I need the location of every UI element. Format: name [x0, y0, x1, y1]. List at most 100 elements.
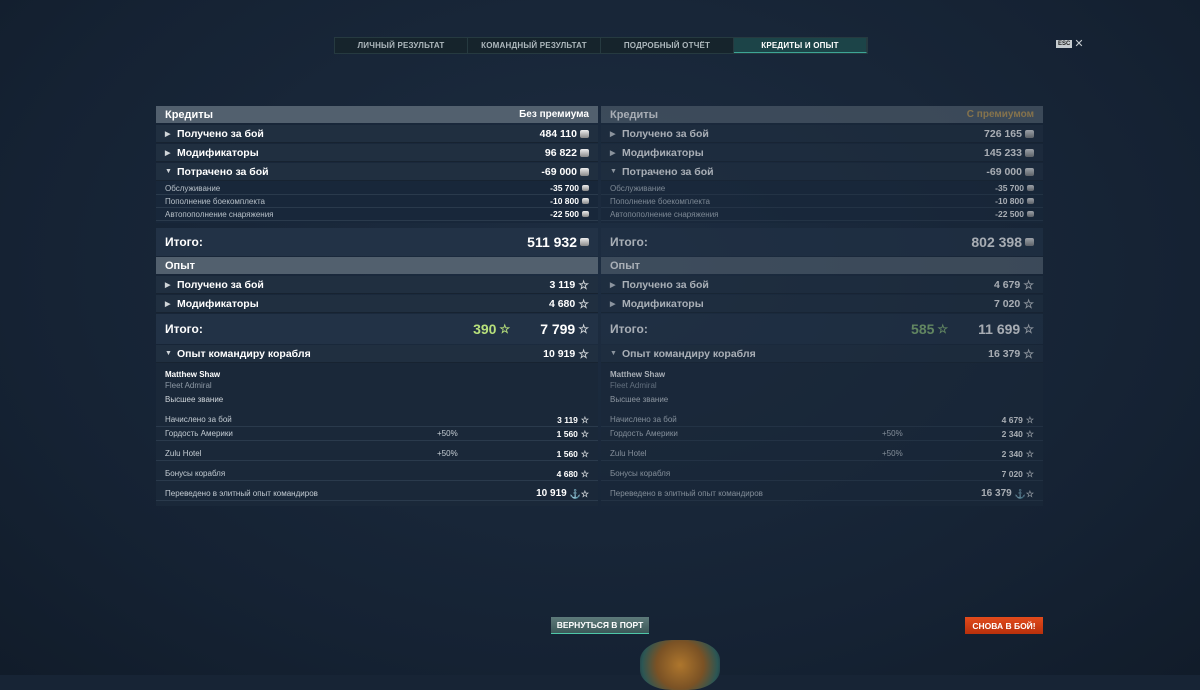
item-value: -10 800 [995, 196, 1024, 206]
credits-title: Кредиты [165, 108, 214, 121]
collapse-arrow-icon: ▼ [610, 168, 617, 175]
panel-with-premium: Кредиты С премиумом ▶ Получено за бой 72… [601, 106, 1043, 506]
tab-personal-result[interactable]: ЛИЧНЫЙ РЕЗУЛЬТАТ [335, 38, 468, 53]
collapse-arrow-icon: ▼ [610, 350, 617, 357]
commander-xp-row[interactable]: ▼ Опыт командиру корабля 10 919 ☆ [156, 345, 598, 363]
item-value: -22 500 [550, 209, 579, 219]
xp-total-value: 11 699 [978, 321, 1021, 337]
credits-received-row[interactable]: ▶ Получено за бой 484 110 [156, 125, 598, 143]
row-label: Получено за бой [622, 278, 709, 291]
xp-star-icon: ☆ [578, 346, 589, 361]
close-icon[interactable]: ✕ [1074, 38, 1084, 50]
credits-icon [1025, 148, 1034, 157]
item-percent: +50% [882, 449, 903, 458]
tab-credits-and-xp[interactable]: КРЕДИТЫ И ОПЫТ [734, 38, 867, 53]
credits-icon [582, 198, 589, 204]
row-value: 10 919 [543, 347, 576, 360]
xp-star-icon: ☆ [578, 296, 589, 311]
commander-xp-item: Начислено за бой 3 119 ☆ [156, 413, 598, 427]
credits-icon [580, 148, 589, 157]
commander-xp-item: Бонусы корабля 4 680 ☆ [156, 467, 598, 481]
credits-spent-row[interactable]: ▼ Потрачено за бой -69 000 [601, 163, 1043, 181]
item-value: 10 919 [536, 488, 567, 499]
row-label: Опыт командиру корабля [622, 347, 756, 360]
item-value: -35 700 [550, 183, 579, 193]
credits-modifiers-row[interactable]: ▶ Модификаторы 145 233 [601, 144, 1043, 162]
credits-icon [580, 238, 589, 246]
item-value: 3 119 [557, 414, 578, 425]
commander-xp-item: Zulu Hotel +50% 2 340 ☆ [601, 447, 1043, 461]
item-value: 4 680 [556, 468, 578, 479]
island-background [640, 640, 720, 690]
tab-team-result[interactable]: КОМАНДНЫЙ РЕЗУЛЬТАТ [468, 38, 601, 53]
premium-mode-label: С премиумом [966, 109, 1034, 120]
item-label: Начислено за бой [165, 415, 232, 424]
row-value: 4 679 [993, 278, 1021, 291]
xp-received-row[interactable]: ▶ Получено за бой 4 679 ☆ [601, 276, 1043, 294]
item-label: Гордость Америки [165, 429, 233, 438]
row-value: 3 119 [549, 278, 576, 291]
xp-star-icon: ☆ [1023, 322, 1034, 336]
expand-arrow-icon: ▶ [165, 281, 171, 289]
return-to-port-button[interactable]: ВЕРНУТЬСЯ В ПОРТ [551, 617, 649, 634]
item-label: Автопополнение снаряжения [610, 209, 719, 219]
tab-bar: ЛИЧНЫЙ РЕЗУЛЬТАТ КОМАНДНЫЙ РЕЗУЛЬТАТ ПОД… [334, 37, 868, 54]
esc-key-label: ESC [1056, 40, 1073, 48]
item-value: 4 679 [1001, 414, 1023, 425]
total-label: Итого: [610, 322, 648, 336]
row-value: 7 020 [993, 297, 1021, 310]
commander-xp-row[interactable]: ▼ Опыт командиру корабля 16 379 ☆ [601, 345, 1043, 363]
credits-header: Кредиты Без премиума [156, 106, 598, 123]
commander-name: Matthew Shaw [165, 370, 221, 379]
row-label: Получено за бой [622, 127, 709, 140]
item-label: Бонусы корабля [165, 469, 226, 478]
row-value: 16 379 [988, 347, 1021, 360]
credits-header: Кредиты С премиумом [601, 106, 1043, 123]
row-label: Получено за бой [177, 127, 264, 140]
xp-star-icon: ☆ [580, 448, 589, 459]
xp-modifiers-row[interactable]: ▶ Модификаторы 4 680 ☆ [156, 295, 598, 313]
xp-received-row[interactable]: ▶ Получено за бой 3 119 ☆ [156, 276, 598, 294]
xp-star-icon: ☆ [580, 414, 589, 425]
row-label: Модификаторы [622, 146, 704, 159]
item-label: Автопополнение снаряжения [165, 209, 274, 219]
xp-star-icon: ☆ [580, 468, 589, 479]
battle-again-button[interactable]: СНОВА В БОЙ! [965, 617, 1043, 634]
free-xp-value: 585 [911, 321, 935, 337]
row-value: 484 110 [539, 127, 577, 140]
item-label: Обслуживание [610, 183, 666, 193]
xp-star-icon: ☆ [1025, 468, 1034, 479]
credits-total-value: 802 398 [971, 234, 1022, 250]
collapse-arrow-icon: ▼ [165, 350, 172, 357]
item-value: 1 560 [556, 448, 578, 459]
credits-received-row[interactable]: ▶ Получено за бой 726 165 [601, 125, 1043, 143]
row-value: -69 000 [541, 165, 577, 178]
credits-icon [1025, 129, 1034, 138]
item-percent: +50% [437, 429, 458, 438]
credits-modifiers-row[interactable]: ▶ Модификаторы 96 822 [156, 144, 598, 162]
xp-modifiers-row[interactable]: ▶ Модификаторы 7 020 ☆ [601, 295, 1043, 313]
collapse-arrow-icon: ▼ [165, 168, 172, 175]
close-button[interactable]: ESC ✕ [1056, 38, 1084, 50]
credits-title: Кредиты [610, 108, 659, 121]
credits-spent-row[interactable]: ▼ Потрачено за бой -69 000 [156, 163, 598, 181]
tab-detailed-report[interactable]: ПОДРОБНЫЙ ОТЧЁТ [601, 38, 734, 53]
credits-icon [582, 211, 589, 217]
commander-status: Высшее звание [165, 395, 224, 404]
premium-mode-label: Без премиума [519, 109, 589, 120]
commander-xp-item: Бонусы корабля 7 020 ☆ [601, 467, 1043, 481]
spent-item: Обслуживание -35 700 [601, 182, 1043, 195]
credits-total-row: Итого: 802 398 [601, 228, 1043, 256]
row-label: Потрачено за бой [622, 165, 714, 178]
spent-item: Автопополнение снаряжения -22 500 [156, 208, 598, 221]
row-value: 145 233 [984, 146, 1022, 159]
elite-commander-xp-icon: ⚓☆ [1014, 488, 1034, 499]
item-label: Zulu Hotel [610, 449, 647, 458]
total-label: Итого: [610, 235, 648, 249]
xp-header: Опыт [156, 257, 598, 274]
item-label: Пополнение боекомплекта [610, 196, 710, 206]
row-value: 96 822 [544, 146, 577, 159]
item-label: Переведено в элитный опыт командиров [165, 489, 318, 498]
expand-arrow-icon: ▶ [610, 281, 616, 289]
commander-details [601, 363, 1043, 506]
